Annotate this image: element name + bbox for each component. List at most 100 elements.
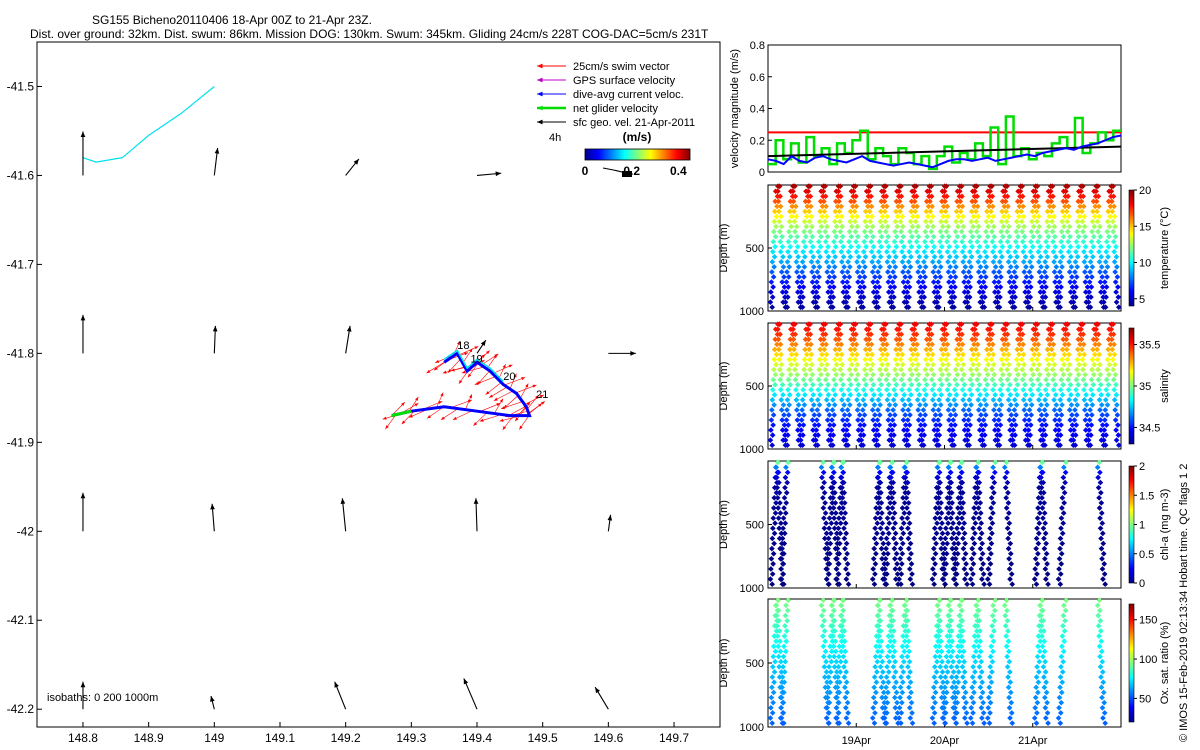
chla-point xyxy=(879,520,886,527)
salinity-point xyxy=(906,432,912,438)
salinity-point xyxy=(1066,351,1072,358)
chla-point xyxy=(820,495,826,501)
temperature-point xyxy=(1092,203,1099,210)
temperature-point xyxy=(782,294,788,300)
salinity-point xyxy=(807,366,813,373)
salinity-point xyxy=(1074,366,1080,373)
chla-colorbar-tick-label: 1 xyxy=(1139,520,1145,532)
temperature-point xyxy=(1033,208,1040,215)
swim-vector-head xyxy=(535,395,539,399)
swim-vector-head xyxy=(515,417,519,422)
oxygen-point xyxy=(1005,684,1012,691)
oxygen-point xyxy=(891,674,897,680)
temperature-point xyxy=(793,259,800,265)
salinity-point xyxy=(859,427,865,433)
salinity-point xyxy=(771,356,778,363)
salinity-point xyxy=(901,391,908,398)
chla-point xyxy=(1098,489,1104,496)
salinity-point xyxy=(992,427,998,433)
salinity-point xyxy=(906,422,913,428)
chla-point xyxy=(941,555,948,562)
chla-point xyxy=(1055,576,1062,582)
chla-point xyxy=(1040,525,1047,532)
salinity-point xyxy=(1093,336,1100,343)
temperature-point xyxy=(1069,284,1076,290)
salinity-point xyxy=(803,371,809,378)
salinity-point xyxy=(825,427,831,433)
temperature-point xyxy=(1049,183,1056,190)
temperature-point xyxy=(992,289,998,295)
temperature-point xyxy=(832,253,839,260)
temperature-point xyxy=(1115,284,1121,290)
temperature-point xyxy=(1115,304,1122,311)
chla-point xyxy=(771,540,777,547)
oxygen-point xyxy=(870,694,877,701)
salinity-point xyxy=(867,321,874,328)
temperature-point xyxy=(1057,259,1064,265)
salinity-point xyxy=(970,351,977,358)
salinity-point xyxy=(795,402,802,408)
temperature-point xyxy=(1090,233,1097,240)
salinity-point xyxy=(1097,407,1103,413)
temperature-point xyxy=(767,299,774,306)
salinity-point xyxy=(1034,366,1041,373)
temperature-point xyxy=(1043,284,1049,290)
oxygen-point xyxy=(900,669,907,675)
temperature-point xyxy=(825,289,831,295)
salinity-point xyxy=(1104,356,1111,363)
chla-point xyxy=(882,566,888,572)
oxygen-point xyxy=(991,628,997,634)
oxygen-point xyxy=(948,617,955,624)
temperature-point xyxy=(1035,238,1041,245)
oxygen-point xyxy=(837,658,844,665)
chla-colorbar-tick-label: 1.5 xyxy=(1139,490,1154,502)
temperature-point xyxy=(1050,203,1057,210)
salinity-point xyxy=(1014,391,1020,398)
salinity-point xyxy=(886,391,892,398)
salinity-point xyxy=(1005,386,1011,393)
temperature-point xyxy=(784,294,791,300)
chla-point xyxy=(970,561,977,567)
temperature-point xyxy=(894,213,901,220)
oxygen-point xyxy=(950,669,957,675)
chla-point xyxy=(974,484,981,491)
salinity-point xyxy=(1053,412,1060,418)
chla-point xyxy=(959,479,966,486)
temperature-point xyxy=(846,284,852,290)
salinity-point xyxy=(868,376,875,383)
chla-point xyxy=(1042,520,1049,527)
salinity-point xyxy=(782,437,789,444)
salinity-point xyxy=(1042,386,1049,393)
oxygen-point xyxy=(959,628,966,634)
temperature-point xyxy=(942,208,949,215)
salinity-point xyxy=(996,407,1003,413)
temperature-point xyxy=(933,284,939,290)
oxygen-point xyxy=(906,694,913,701)
temperature-point xyxy=(805,188,812,195)
temperature-point xyxy=(1075,233,1082,240)
temperature-point xyxy=(970,213,977,220)
oxygen-point xyxy=(976,607,982,614)
salinity-point xyxy=(795,427,801,433)
temperature-point xyxy=(831,238,837,245)
salinity-point xyxy=(996,442,1003,449)
temperature-point xyxy=(808,203,814,210)
salinity-point xyxy=(1085,432,1091,438)
oxygen-point xyxy=(990,648,996,655)
temperature-point xyxy=(786,264,793,270)
chla-point xyxy=(877,525,884,532)
salinity-point xyxy=(1073,422,1080,428)
salinity-point xyxy=(830,422,837,428)
oxygen-point xyxy=(771,679,777,686)
oxygen-point xyxy=(956,648,963,655)
chla-point xyxy=(1058,525,1064,532)
temperature-point xyxy=(1113,243,1119,250)
oxygen-point xyxy=(1101,699,1108,706)
salinity-point xyxy=(791,356,798,363)
temperature-point xyxy=(1091,213,1098,220)
oxygen-point xyxy=(1059,669,1066,675)
salinity-point xyxy=(1036,371,1043,378)
oxygen-point xyxy=(985,704,992,711)
oxygen-point xyxy=(824,679,830,686)
temperature-point xyxy=(980,279,987,285)
